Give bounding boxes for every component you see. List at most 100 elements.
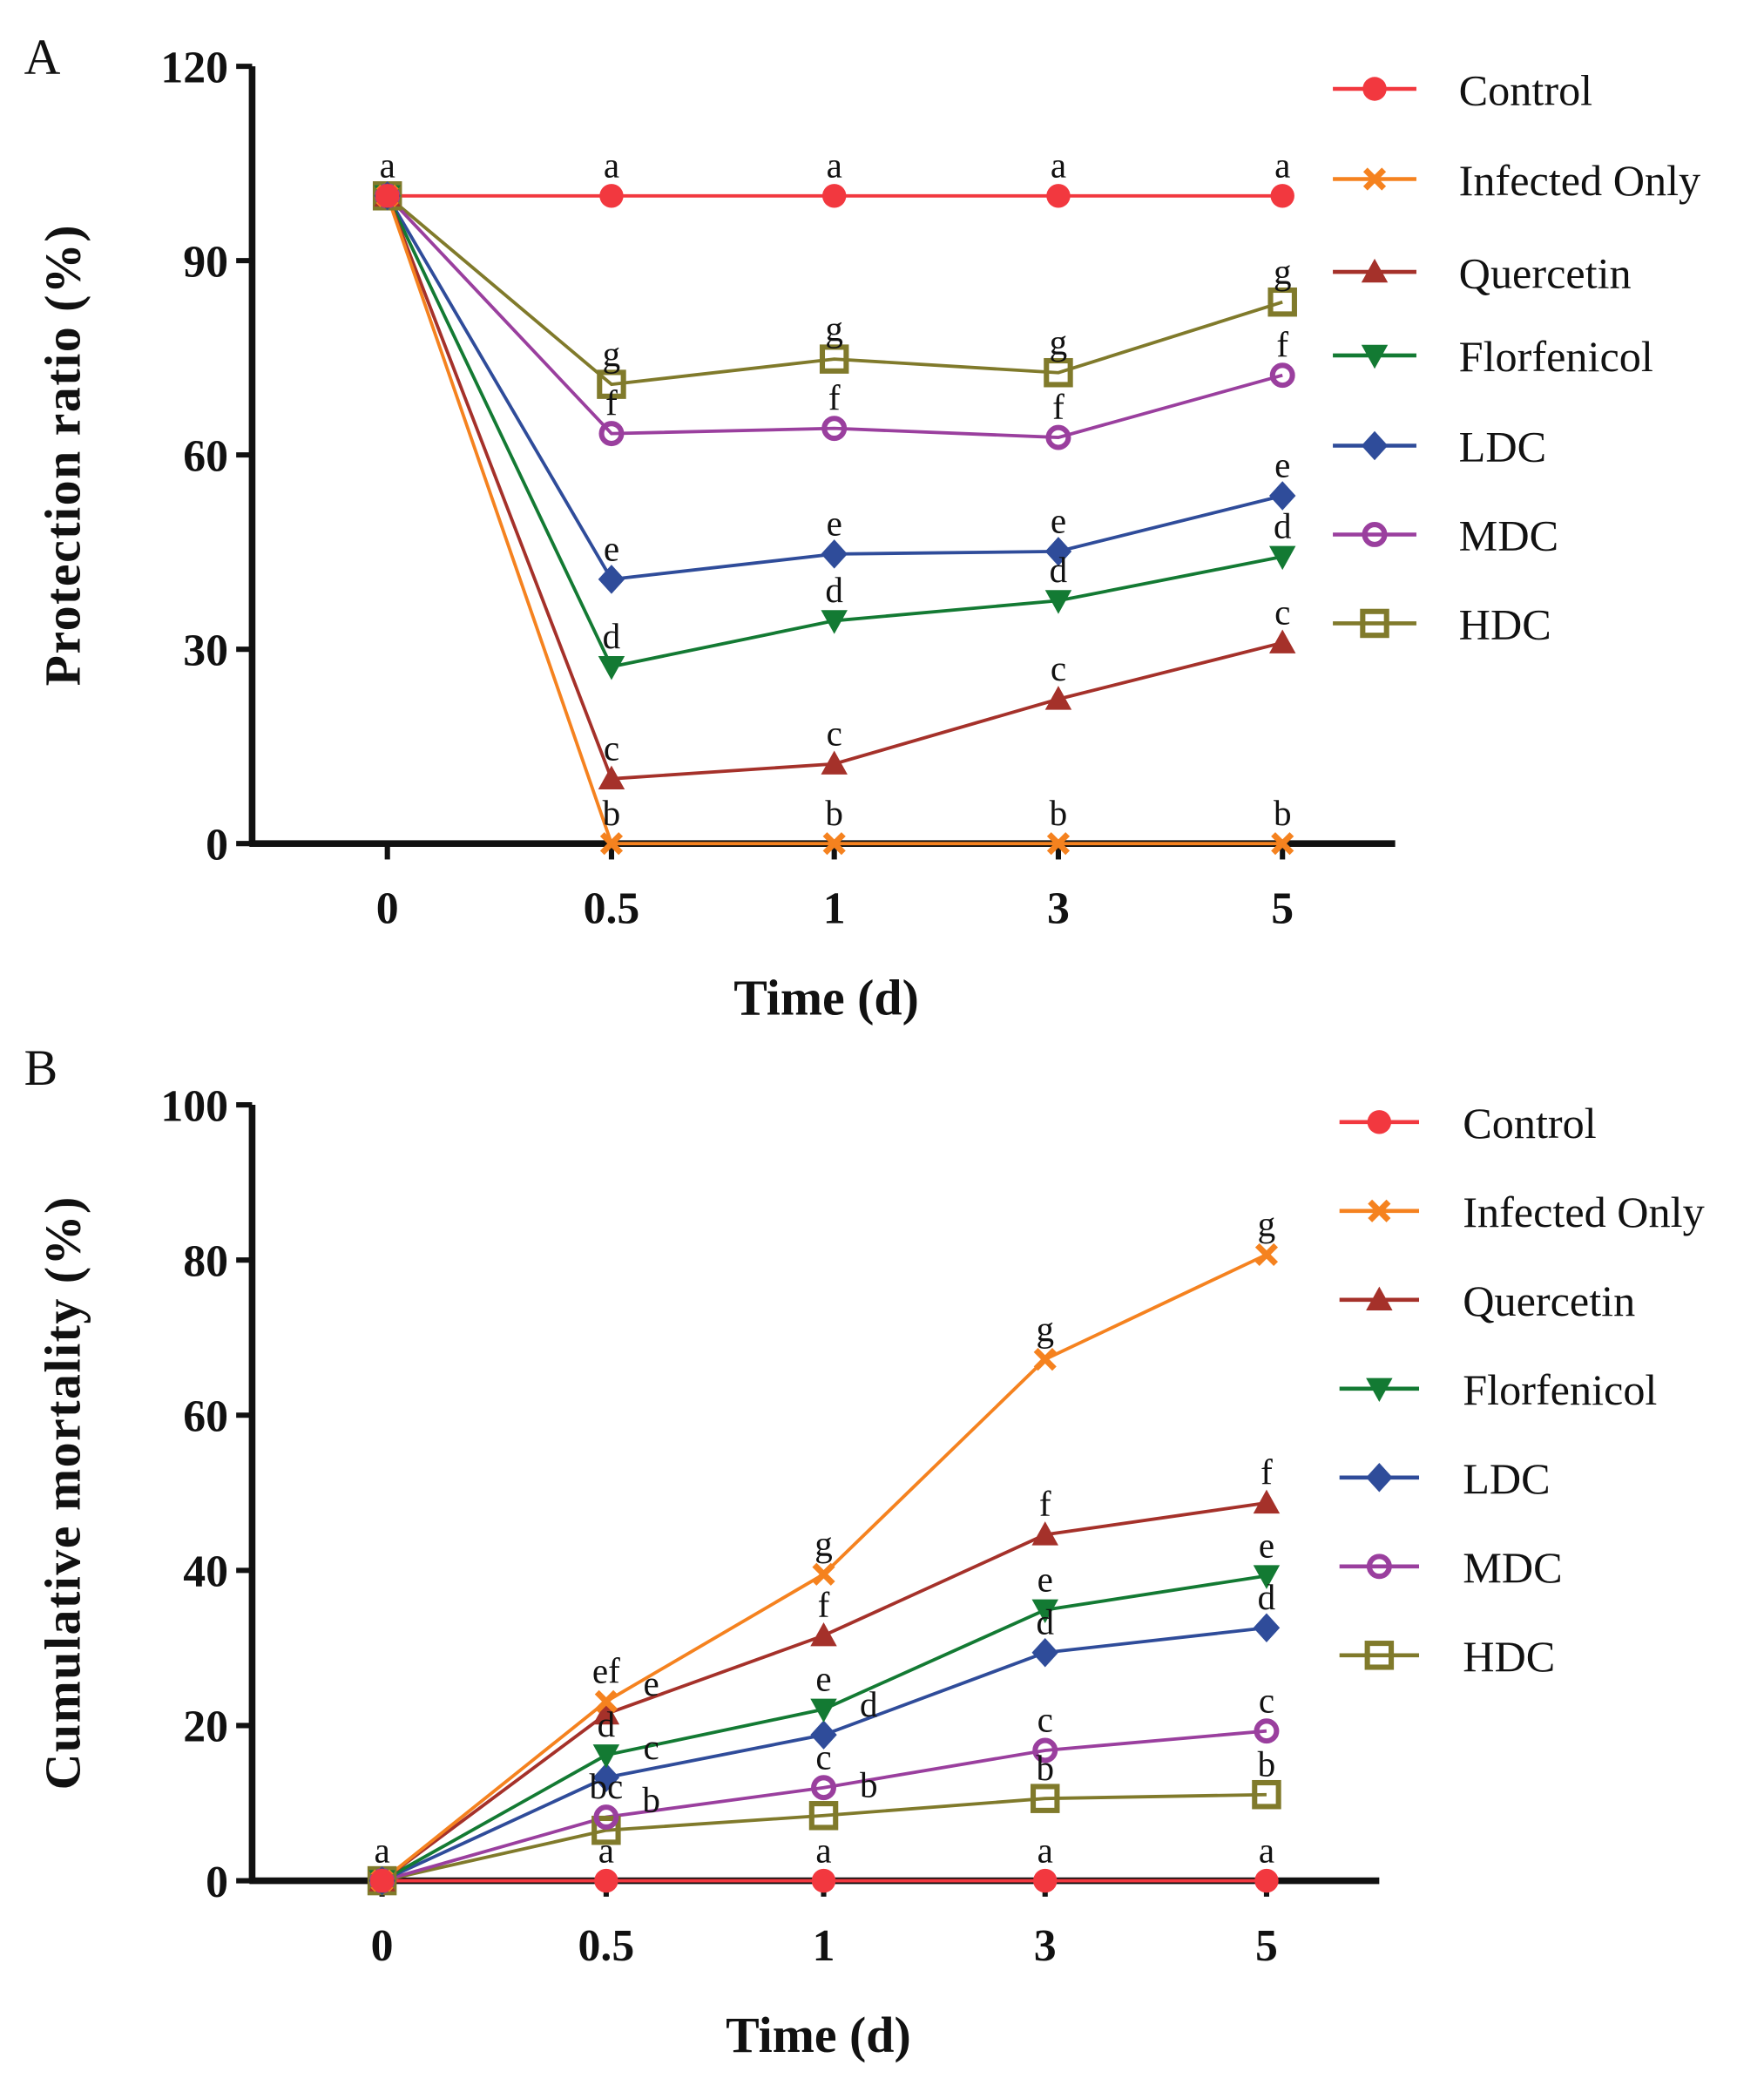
significance-letter: d	[860, 1684, 878, 1724]
significance-letter: b	[642, 1779, 660, 1819]
data-point-control	[1254, 1868, 1279, 1893]
data-point-control	[811, 1868, 836, 1893]
legend-item: Control	[1333, 65, 1592, 114]
data-point-infected-only	[812, 1562, 835, 1586]
significance-letter: b	[825, 793, 843, 833]
data-point-florfenicol	[821, 610, 848, 634]
y-axis-title: Protection ratio (%)	[35, 224, 91, 686]
x-tick-label: 1	[813, 1921, 835, 1971]
y-tick-label: 80	[183, 1236, 228, 1286]
data-point-ldc	[598, 565, 625, 594]
significance-letter: a	[1037, 1830, 1053, 1870]
legend-label: Florfenicol	[1459, 332, 1653, 381]
significance-letter: d	[825, 570, 843, 610]
significance-letter: f	[828, 377, 841, 417]
data-point-infected-only	[1271, 832, 1294, 856]
legend-marker-icon	[1366, 1554, 1392, 1580]
data-point-hdc	[597, 369, 626, 399]
significance-letter: e	[1037, 1559, 1053, 1599]
legend-item: LDC	[1333, 423, 1546, 471]
significance-letter: f	[1039, 1484, 1051, 1524]
panel-label: B	[24, 1039, 58, 1096]
significance-letter: f	[1260, 1452, 1273, 1493]
legend-item: Florfenicol	[1333, 332, 1653, 381]
significance-letter: b	[860, 1764, 878, 1804]
data-point-florfenicol	[592, 1744, 620, 1769]
y-tick-label: 90	[183, 237, 228, 287]
x-tick-label: 3	[1047, 883, 1070, 933]
legend: Control Infected Only Quercetin Florfenicol…	[1339, 1099, 1705, 1681]
x-tick-label: 5	[1271, 883, 1294, 933]
data-point-hdc	[819, 344, 849, 374]
significance-letter: d	[1274, 506, 1292, 546]
data-point-ldc	[810, 1720, 837, 1750]
x-tick-label: 0	[371, 1921, 394, 1971]
significance-letter: g	[1036, 1309, 1054, 1349]
legend-label: Control	[1459, 65, 1592, 114]
significance-letter: d	[598, 1704, 616, 1744]
x-tick-label: 0.5	[578, 1921, 635, 1971]
legend-item: Quercetin	[1333, 248, 1632, 297]
significance-letter: e	[815, 1658, 831, 1698]
legend-item: Infected Only	[1333, 156, 1700, 205]
legend-item: HDC	[1339, 1632, 1555, 1681]
significance-letter: bc	[589, 1766, 623, 1806]
y-tick-label: 20	[183, 1703, 228, 1752]
series-line-mdc	[382, 1729, 1267, 1883]
significance-letter: c	[644, 1727, 659, 1767]
significance-letter: a	[815, 1830, 831, 1870]
significance-letter: c	[1259, 1680, 1274, 1720]
data-point-hdc	[591, 1815, 621, 1845]
data-point-mdc	[1254, 1718, 1280, 1744]
legend-marker-icon	[1361, 344, 1389, 369]
series-line-quercetin	[385, 195, 1283, 781]
legend-marker-icon	[1362, 77, 1387, 101]
significance-letter: d	[1258, 1577, 1276, 1617]
data-point-control	[1046, 184, 1071, 208]
data-point-hdc	[808, 1801, 839, 1831]
data-point-florfenicol	[1253, 1565, 1281, 1589]
legend-marker-icon	[1366, 1378, 1393, 1403]
data-point-hdc	[1267, 287, 1297, 317]
data-point-mdc	[593, 1804, 619, 1831]
significance-letter: b	[1258, 1743, 1276, 1784]
data-point-hdc	[1044, 357, 1073, 388]
data-point-infected-only	[1254, 1242, 1279, 1266]
legend-marker-icon	[1368, 1199, 1391, 1222]
significance-letter: a	[374, 1830, 389, 1870]
data-point-hdc	[1252, 1779, 1281, 1810]
y-tick-label: 60	[183, 431, 228, 481]
legend-label: Quercetin	[1463, 1276, 1635, 1325]
legend-label: HDC	[1459, 600, 1551, 649]
significance-letter: c	[827, 713, 842, 753]
significance-letter: f	[818, 1585, 830, 1625]
significance-letter: g	[814, 1524, 833, 1564]
legend-label: Infected Only	[1459, 156, 1700, 205]
legend-item: LDC	[1339, 1454, 1551, 1503]
panel-label: A	[24, 29, 61, 85]
significance-letter: f	[605, 382, 618, 423]
x-tick-label: 0.5	[584, 883, 640, 933]
data-point-infected-only	[1033, 1348, 1057, 1371]
data-point-mdc	[598, 421, 625, 447]
data-point-quercetin	[1031, 1521, 1058, 1546]
significance-letter: c	[604, 728, 619, 768]
data-point-quercetin	[592, 1700, 620, 1725]
legend-label: MDC	[1459, 511, 1558, 560]
y-tick-label: 120	[160, 43, 228, 92]
significance-letter: c	[1274, 592, 1290, 632]
legend-label: HDC	[1463, 1632, 1555, 1681]
data-point-control	[599, 184, 624, 208]
data-point-florfenicol	[1031, 1599, 1058, 1624]
legend-marker-icon	[1362, 167, 1387, 191]
significance-letter: a	[1051, 145, 1066, 185]
data-point-mdc	[1032, 1737, 1058, 1763]
legend-label: Florfenicol	[1463, 1365, 1657, 1414]
data-point-infected-only	[822, 832, 846, 856]
x-axis-title: Time (d)	[733, 970, 919, 1026]
significance-letter: b	[603, 793, 621, 833]
significance-letter: c	[1037, 1700, 1053, 1740]
data-point-mdc	[1269, 362, 1295, 389]
legend-marker-icon	[1361, 258, 1389, 283]
series-line-hdc	[382, 1792, 1267, 1883]
